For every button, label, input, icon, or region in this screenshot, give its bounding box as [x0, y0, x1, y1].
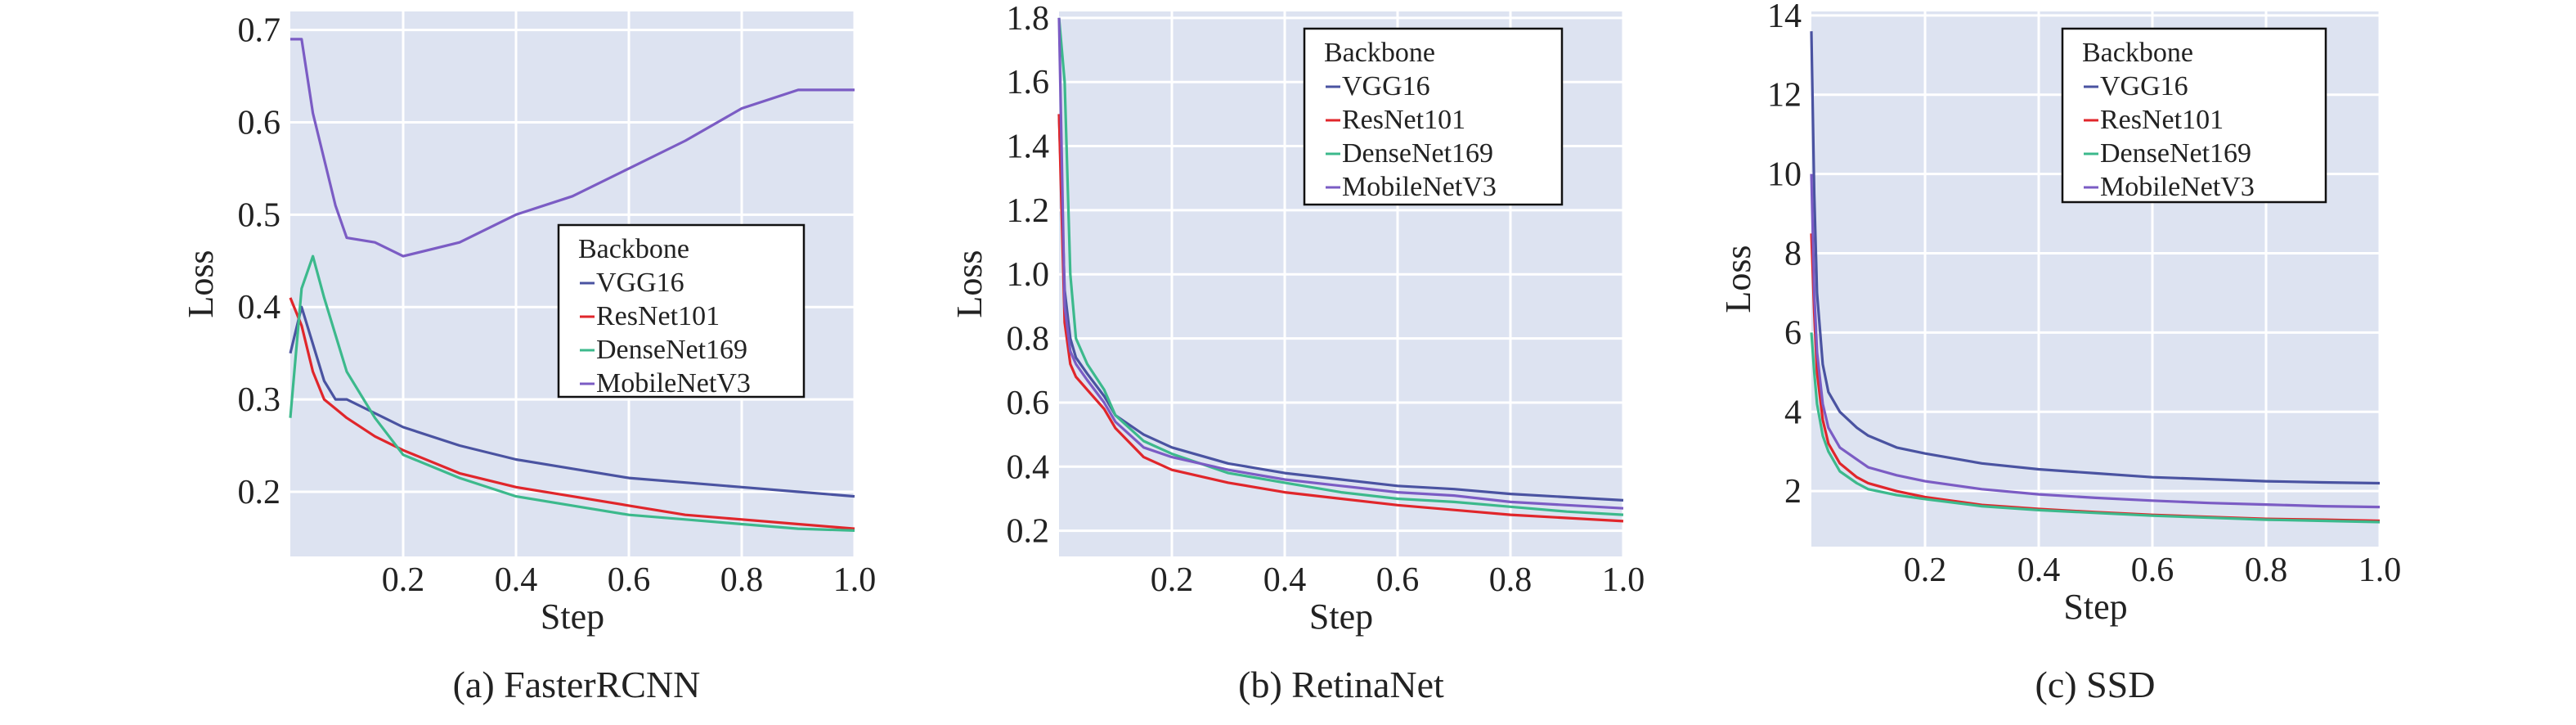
y-tick-label: 0.3 [238, 381, 281, 419]
y-tick-label: 14 [1767, 0, 1802, 35]
y-axis-label: Loss [181, 250, 221, 317]
legend-label-mobilenetv3: MobileNetV3 [1342, 172, 1497, 202]
series-line-mobilenetv3 [1057, 17, 1624, 510]
legend-box [2061, 27, 2327, 204]
legend-box [1303, 27, 1564, 206]
chart-panel-2: 0.2 0.4 0.6 0.8 1.0 0.2 0.4 0.6 0.8 1.0 1.2 1.4 1.6 1… [949, 0, 1645, 705]
x-tick-label: 0.6 [1376, 561, 1420, 599]
x-tick-label: 1.0 [1602, 561, 1645, 599]
y-tick-label: 0.6 [238, 104, 281, 142]
series-line-densenet169 [1810, 332, 2381, 524]
panel-caption: (a) FasterRCNN [453, 664, 701, 705]
y-tick-label: 0.5 [238, 196, 281, 234]
legend-title: Backbone [2082, 38, 2193, 68]
y-tick-label: 1.0 [1007, 256, 1050, 294]
legend-label-densenet169: DenseNet169 [596, 335, 747, 365]
series-line-vgg16 [289, 305, 855, 498]
series-line-vgg16 [1057, 114, 1624, 502]
y-tick-label: 0.6 [1007, 385, 1050, 422]
series-line-vgg16 [1810, 31, 2381, 485]
legend-label-resnet101: ResNet101 [2100, 105, 2224, 135]
legend-label-mobilenetv3: MobileNetV3 [2100, 172, 2255, 202]
legend-label-vgg16: VGG16 [2100, 71, 2188, 101]
y-tick-label: 0.8 [1007, 321, 1050, 358]
series-line-mobilenetv3 [290, 38, 855, 258]
y-tick-label: 0.2 [1007, 513, 1050, 551]
chart-panel-3: 0.2 0.4 0.6 0.8 1.0 2 4 6 8 10 12 14 Step Loss Backbon… [1718, 0, 2401, 705]
y-tick-label: 0.4 [1007, 448, 1050, 486]
x-tick-label: 0.8 [720, 561, 764, 599]
y-tick-label: 8 [1784, 236, 1802, 273]
y-tick-label: 0.2 [238, 474, 281, 511]
series-line-resnet101 [289, 297, 855, 530]
y-tick-label: 6 [1784, 314, 1802, 352]
x-axis-label: Step [541, 597, 604, 637]
x-tick-label: 0.2 [382, 561, 425, 599]
legend-label-densenet169: DenseNet169 [1342, 138, 1493, 169]
series-line-densenet169 [289, 254, 855, 532]
y-tick-label: 10 [1767, 156, 1802, 194]
y-tick-label: 1.8 [1007, 0, 1050, 38]
legend-box [557, 223, 806, 399]
chart-panel-1: 0.2 0.4 0.6 0.8 1.0 0.2 0.3 0.4 0.5 0.6 0.7 Step Los… [181, 11, 876, 705]
series-line-densenet169 [1057, 17, 1624, 516]
legend-title: Backbone [578, 234, 689, 264]
x-tick-label: 0.4 [2017, 552, 2061, 589]
x-tick-label: 0.8 [1489, 561, 1533, 599]
y-tick-label: 1.2 [1007, 192, 1050, 230]
x-tick-label: 1.0 [833, 561, 877, 599]
x-tick-label: 0.8 [2245, 552, 2288, 589]
series-line-mobilenetv3 [1810, 173, 2381, 509]
x-tick-label: 0.6 [2131, 552, 2174, 589]
legend-label-densenet169: DenseNet169 [2100, 138, 2251, 169]
legend-label-vgg16: VGG16 [596, 268, 684, 298]
legend-title: Backbone [1324, 38, 1435, 68]
legend-label-vgg16: VGG16 [1342, 71, 1430, 101]
y-axis-label: Loss [1718, 245, 1758, 313]
legend-label-resnet101: ResNet101 [596, 301, 720, 331]
y-tick-label: 0.4 [238, 289, 281, 326]
panel-caption: (c) SSD [2035, 664, 2156, 705]
y-tick-label: 1.6 [1007, 64, 1050, 101]
legend-label-mobilenetv3: MobileNetV3 [596, 368, 751, 399]
y-tick-label: 4 [1784, 394, 1802, 431]
y-tick-label: 0.7 [238, 12, 281, 50]
x-axis-label: Step [1309, 597, 1373, 637]
x-tick-label: 0.4 [495, 561, 538, 599]
panel-caption: (b) RetinaNet [1238, 664, 1444, 705]
x-tick-label: 0.4 [1263, 561, 1307, 599]
y-axis-label: Loss [949, 250, 990, 317]
x-tick-label: 0.2 [1904, 552, 1947, 589]
y-tick-label: 12 [1767, 77, 1802, 115]
y-tick-label: 1.4 [1007, 128, 1050, 166]
x-axis-label: Step [2063, 587, 2127, 627]
y-tick-label: 2 [1784, 473, 1802, 511]
x-tick-label: 1.0 [2358, 552, 2402, 589]
x-tick-label: 0.6 [608, 561, 651, 599]
series-line-resnet101 [1057, 114, 1624, 523]
legend-label-resnet101: ResNet101 [1342, 105, 1465, 135]
x-tick-label: 0.2 [1151, 561, 1194, 599]
